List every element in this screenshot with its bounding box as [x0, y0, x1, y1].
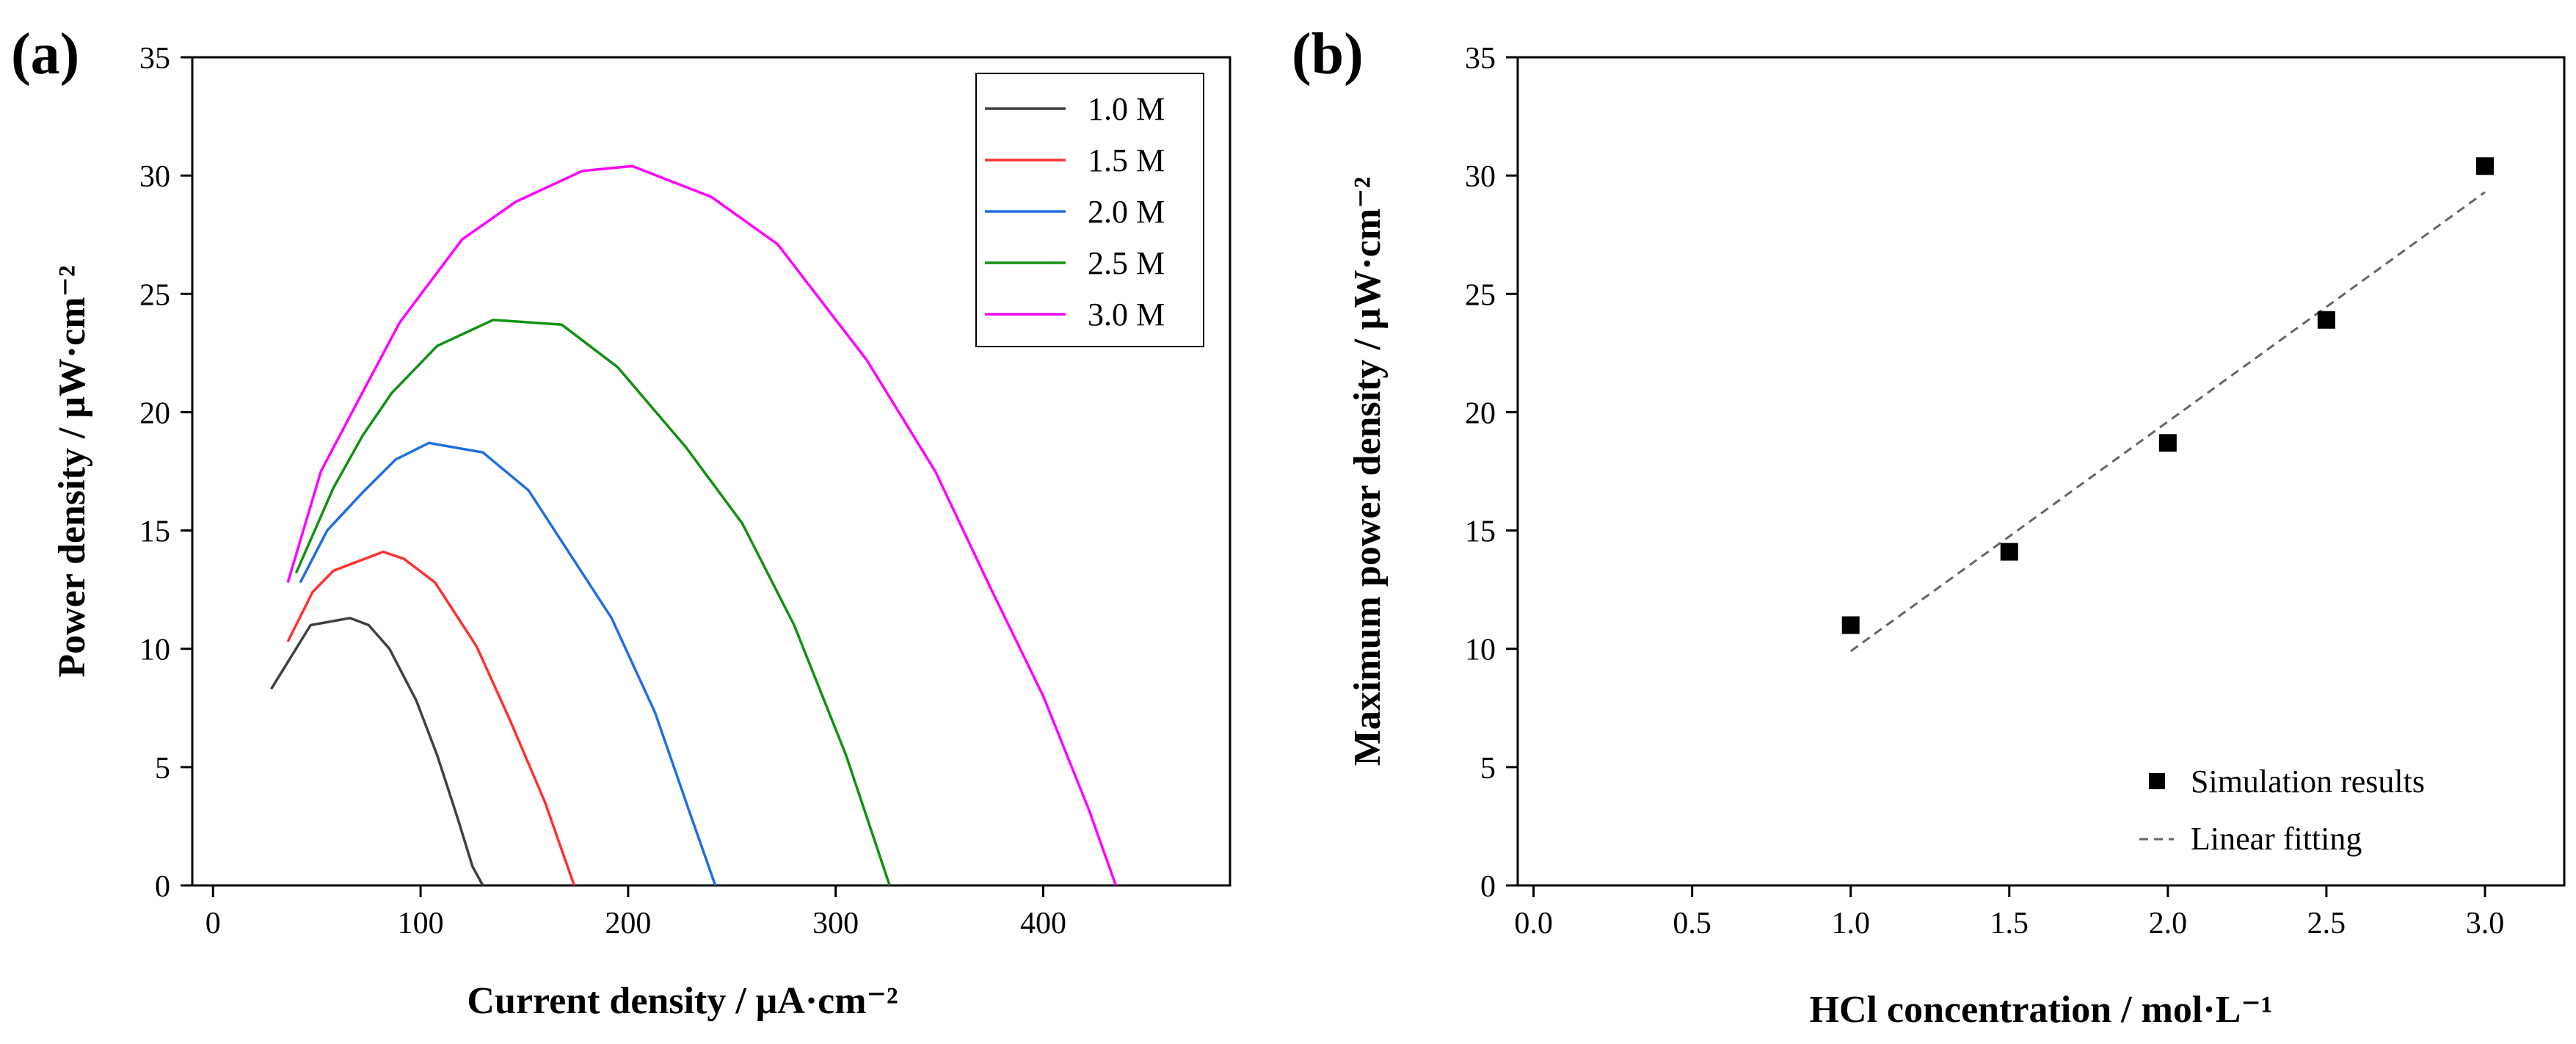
y-tick-label: 25: [1465, 278, 1496, 312]
scatter-point: [2158, 434, 2177, 452]
panel-b-y-axis-title: Maximum power density / μW·cm⁻²: [1347, 177, 1389, 766]
scatter-point: [2317, 311, 2335, 329]
x-tick-label: 1.0: [1831, 907, 1870, 940]
y-tick-label: 15: [1465, 515, 1496, 549]
y-tick-label: 30: [139, 160, 170, 194]
y-tick-label: 10: [1465, 634, 1496, 667]
panel-a: (a) 0 100 200 300 400 0 5 10 15 20 25 30 35 1.0 M 1.…: [11, 22, 1231, 1022]
panel-a-label: (a): [11, 22, 79, 87]
panel-a-y-axis-title: Power density / μW·cm⁻²: [51, 265, 93, 677]
x-tick-label: 2.0: [2149, 907, 2188, 940]
legend-label-simulation: Simulation results: [2191, 764, 2425, 800]
panel-a-series-lines: [270, 164, 1118, 886]
y-tick-label: 0: [1480, 870, 1496, 904]
panel-a-ticks: 0 100 200 300 400 0 5 10 15 20 25 30 35: [139, 42, 1066, 940]
y-tick-label: 25: [139, 278, 170, 312]
y-tick-label: 15: [139, 515, 170, 549]
panel-a-plot-frame: [191, 56, 1231, 887]
legend-label-3.0M: 3.0 M: [1088, 297, 1165, 333]
legend-marker-simulation: [2149, 773, 2165, 789]
x-tick-label: 3.0: [2466, 907, 2505, 940]
panel-a-x-axis-title: Current density / μA·cm⁻²: [467, 980, 898, 1022]
legend-label-linear-fitting: Linear fitting: [2191, 821, 2362, 857]
y-tick-label: 20: [1465, 396, 1496, 430]
series-line-1.0M: [270, 617, 484, 886]
y-tick-label: 35: [139, 42, 170, 76]
panel-b-legend: Simulation results Linear fitting: [2139, 764, 2425, 857]
x-tick-label: 0: [205, 907, 221, 940]
scatter-point: [2000, 543, 2018, 561]
panel-b-label: (b): [1292, 22, 1364, 87]
x-tick-label: 300: [812, 907, 859, 940]
panel-b-marks: [1841, 157, 2494, 653]
legend-label-2.5M: 2.5 M: [1088, 245, 1165, 281]
scatter-point: [1841, 616, 1860, 634]
scatter-point: [2475, 157, 2494, 175]
linear-fit-line: [1849, 191, 2486, 653]
y-tick-label: 5: [155, 752, 170, 786]
y-tick-label: 30: [1465, 160, 1496, 194]
y-tick-label: 10: [139, 634, 170, 667]
panel-a-legend: 1.0 M 1.5 M 2.0 M 2.5 M 3.0 M: [975, 73, 1204, 347]
series-line-1.5M: [286, 550, 576, 886]
series-line-2.0M: [299, 441, 717, 886]
y-tick-label: 5: [1480, 752, 1496, 786]
legend-label-1.0M: 1.0 M: [1088, 91, 1165, 127]
x-tick-label: 100: [398, 907, 444, 940]
x-tick-label: 0.5: [1673, 907, 1711, 940]
panel-b-ticks: 0.0 0.5 1.0 1.5 2.0 2.5 3.0 0 5 10 15 20 25 30 35: [1465, 42, 2504, 940]
y-tick-label: 0: [155, 870, 170, 904]
panel-b-x-axis-title: HCl concentration / mol·L⁻¹: [1810, 989, 2273, 1031]
x-tick-label: 1.5: [1990, 907, 2029, 940]
series-line-2.5M: [294, 318, 891, 886]
x-tick-label: 2.5: [2307, 907, 2346, 940]
y-tick-label: 35: [1465, 42, 1496, 76]
panel-b: (b) 0.0 0.5 1.0 1.5 2.0 2.5 3.005101520253035 …: [1292, 22, 2566, 1031]
legend-label-1.5M: 1.5 M: [1088, 142, 1165, 178]
y-tick-label: 20: [139, 396, 170, 430]
x-tick-label: 0.0: [1514, 907, 1553, 940]
x-tick-label: 200: [605, 907, 651, 940]
legend-label-2.0M: 2.0 M: [1088, 194, 1165, 230]
series-line-3.0M: [286, 164, 1118, 886]
panel-a-legend-box: [975, 73, 1204, 347]
panel-b-plot-frame: [1516, 56, 2566, 887]
x-tick-label: 400: [1020, 907, 1066, 940]
